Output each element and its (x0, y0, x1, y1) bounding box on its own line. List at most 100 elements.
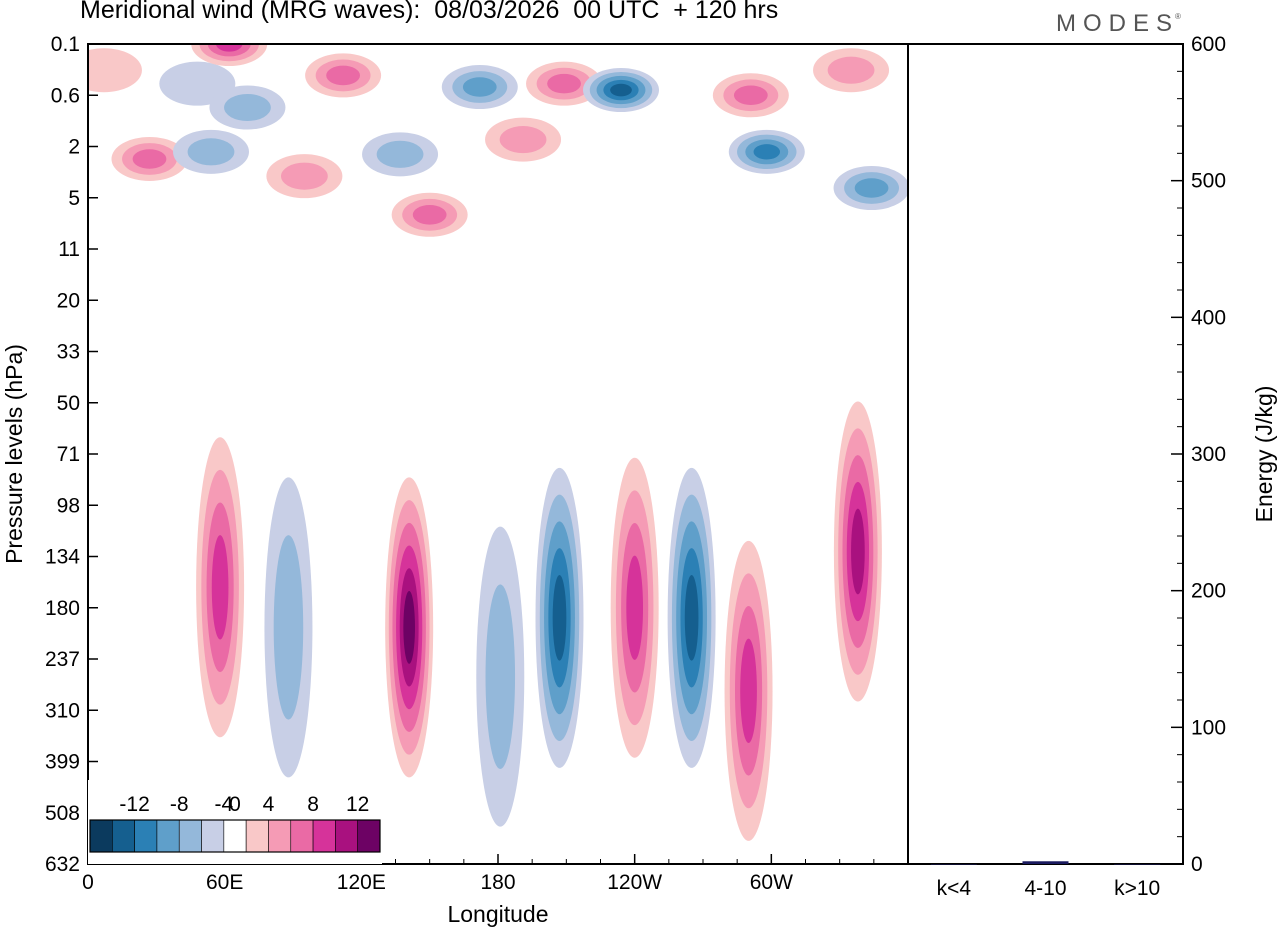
feature-12 (526, 61, 603, 106)
feature-5 (173, 129, 249, 174)
x-tick-label-3: 180 (480, 871, 515, 894)
feature-20-band-5 (403, 591, 415, 664)
feature-25-band-3 (740, 638, 757, 743)
y-tick-label-6: 33 (57, 341, 80, 364)
y-tick-label-10: 134 (45, 546, 80, 569)
registered-mark: ® (1175, 12, 1181, 21)
y-axis-label: Pressure levels (hPa) (1, 344, 27, 564)
x-tick-label-1: 60E (206, 871, 243, 894)
feature-9 (391, 192, 468, 237)
feature-26-band-4 (851, 508, 865, 595)
energy-category-label-2: k>10 (1114, 877, 1160, 900)
colorbar-label-0: -12 (119, 793, 149, 816)
feature-13 (583, 68, 659, 113)
colorbar-swatch-2 (134, 819, 158, 853)
energy-y-tick-label-1: 100 (1191, 716, 1226, 739)
heatmap-axes: 0.1 0.6 2 5 11 20 33 50 71 98 134 180 237 310 399 508 63… (45, 33, 875, 894)
feature-19-band-1 (273, 535, 304, 720)
feature-14 (712, 73, 789, 118)
colorbar-label-2: -4 (215, 793, 234, 816)
energy-y-tick-label-0: 0 (1191, 853, 1203, 876)
feature-24-band-4 (684, 574, 699, 661)
y-tick-label-7: 50 (57, 392, 80, 415)
feature-21 (476, 526, 525, 827)
y-tick-label-4: 11 (58, 238, 80, 261)
feature-3 (191, 44, 268, 66)
feature-16-band-1 (827, 56, 875, 84)
feature-6-band-1 (281, 162, 328, 190)
feature-13-band-4 (610, 83, 632, 97)
colorbar-swatch-10 (312, 819, 336, 853)
feature-15-band-3 (753, 144, 780, 160)
feature-23-band-3 (626, 555, 644, 660)
feature-22-band-4 (552, 574, 567, 661)
feature-11 (485, 117, 562, 162)
feature-8-band-1 (376, 140, 424, 168)
y-tick-label-9: 98 (57, 494, 80, 517)
feature-9-band-2 (412, 205, 447, 225)
colorbar-swatch-5 (201, 819, 225, 853)
feature-11-band-1 (499, 126, 547, 154)
energy-bar-2 (1114, 864, 1161, 865)
x-tick-label-5: 60W (750, 871, 793, 894)
colorbar-frame (89, 819, 381, 853)
x-tick-label-4: 120W (607, 871, 662, 894)
feature-7-band-2 (326, 65, 360, 86)
colorbar-label-1: -8 (170, 793, 189, 816)
feature-8 (362, 132, 439, 177)
feature-3-band-3 (216, 44, 243, 52)
y-tick-label-0: 0.1 (51, 33, 80, 56)
feature-1 (111, 136, 188, 181)
colorbar-swatch-7 (245, 819, 269, 853)
energy-y-tick-label-5: 500 (1191, 170, 1226, 193)
colorbar-label-4: 4 (263, 793, 275, 816)
energy-bar-chart: 0 100 200 300 400 500 600 k<4 4-10 k>10 (930, 33, 1226, 900)
x-tick-label-2: 120E (337, 871, 386, 894)
colorbar-swatch-12 (357, 819, 381, 853)
y-tick-label-8: 71 (57, 443, 80, 466)
y-tick-label-14: 399 (45, 751, 80, 774)
feature-5-band-1 (187, 138, 235, 166)
brand-text: MODES (1056, 10, 1180, 37)
feature-10-band-2 (462, 77, 497, 97)
energy-y-tick-label-3: 300 (1191, 443, 1226, 466)
feature-17 (833, 166, 908, 210)
y-tick-label-11: 180 (45, 597, 80, 620)
colorbar-label-3: 0 (229, 793, 241, 816)
y-tick-label-3: 5 (68, 187, 80, 210)
feature-10 (441, 65, 518, 110)
x-tick-label-0: 0 (82, 871, 94, 894)
contour-field (88, 44, 908, 841)
feature-22 (535, 467, 584, 768)
energy-axis-label: Energy (J/kg) (1251, 386, 1277, 523)
feature-14-band-2 (733, 85, 768, 106)
colorbar-swatch-0 (89, 819, 113, 853)
feature-18 (196, 437, 245, 738)
colorbar-swatch-11 (335, 819, 358, 853)
feature-0 (88, 48, 142, 93)
y-tick-label-12: 237 (45, 648, 80, 671)
feature-7 (305, 53, 382, 98)
energy-category-label-0: k<4 (937, 877, 972, 900)
y-tick-label-16: 632 (45, 853, 80, 876)
colorbar-swatch-3 (156, 819, 180, 853)
colorbar-label-6: 12 (346, 793, 369, 816)
y-tick-label-13: 310 (45, 699, 80, 722)
colorbar-label-5: 8 (307, 793, 319, 816)
energy-frame (907, 43, 1184, 865)
colorbar-swatch-4 (178, 819, 202, 853)
modes-logo: MODES® (1056, 10, 1185, 38)
y-tick-label-1: 0.6 (51, 84, 80, 107)
feature-20 (385, 477, 434, 778)
feature-24 (667, 467, 716, 768)
colorbar-swatch-1 (112, 819, 135, 853)
colorbar: -12 -8 -40 4 8 12 (88, 780, 382, 864)
feature-2 (159, 61, 236, 106)
feature-26 (833, 401, 882, 702)
chart-title: Meridional wind (MRG waves): 08/03/2026 … (80, 0, 779, 24)
feature-6 (266, 154, 343, 199)
energy-category-label-1: 4-10 (1024, 877, 1066, 900)
feature-23 (610, 457, 659, 758)
feature-18-band-3 (211, 535, 229, 640)
